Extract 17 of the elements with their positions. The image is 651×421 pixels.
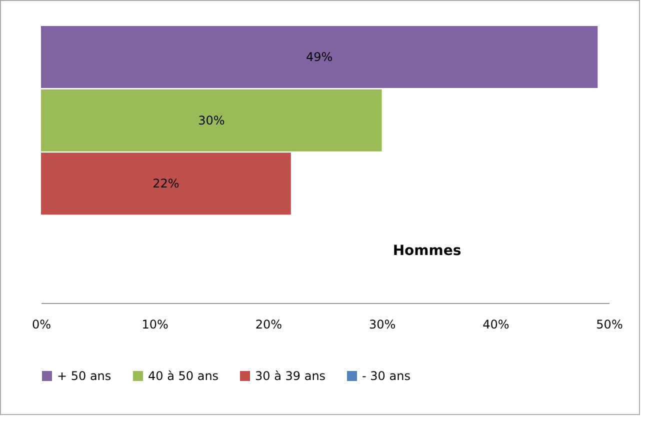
x-tick-label: 10% (142, 318, 168, 332)
bar (41, 152, 291, 215)
x-tick-label: 50% (596, 318, 623, 332)
x-tick-label: 40% (482, 318, 510, 332)
legend-label: 30 à 39 ans (255, 369, 326, 383)
bar (41, 26, 598, 88)
bar (41, 89, 382, 152)
data-label: 49% (306, 50, 333, 64)
x-tick-label: 0% (32, 318, 52, 332)
x-tick-label: 30% (368, 318, 396, 332)
data-label: 22% (152, 176, 180, 191)
legend-label: - 30 ans (362, 369, 410, 383)
legend-label: + 50 ans (57, 369, 112, 383)
data-label: 30% (198, 113, 225, 128)
legend-label: 40 à 50 ans (148, 369, 219, 383)
x-tick-label: 20% (255, 318, 282, 332)
annotation: Hommes (392, 243, 462, 259)
